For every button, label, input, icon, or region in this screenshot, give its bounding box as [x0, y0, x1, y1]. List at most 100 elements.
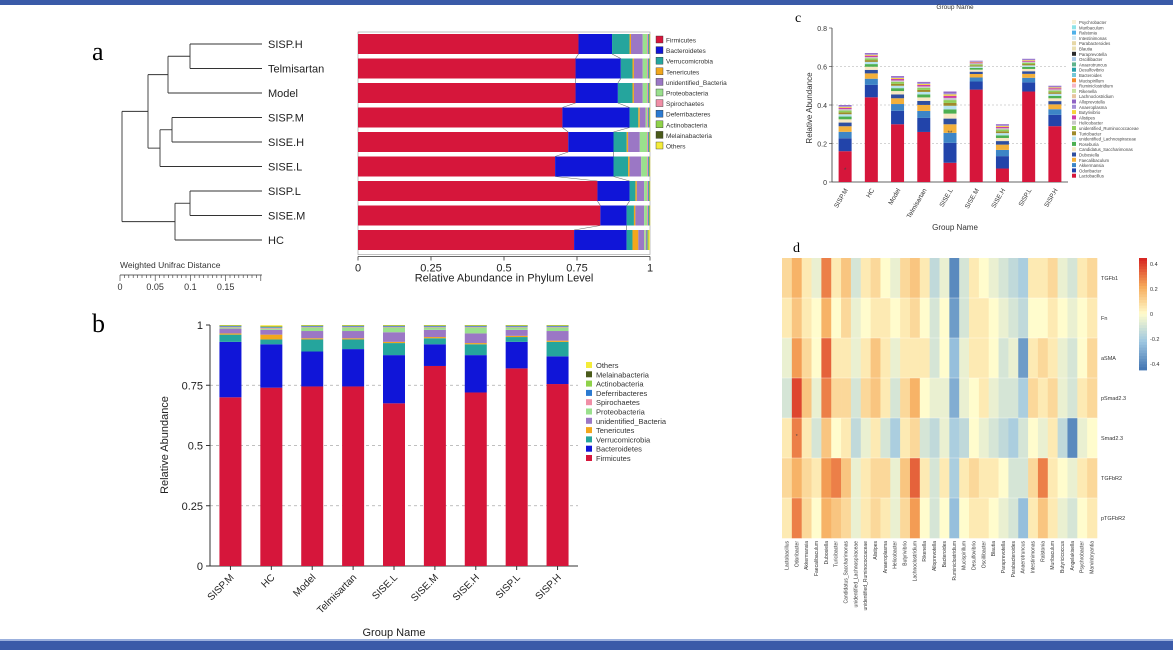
c-bar-segment [838, 131, 852, 139]
a-legend-swatch [655, 99, 664, 107]
c-top-title: Group Name [936, 4, 974, 11]
c-legend-label: Lachnoclostridium [1079, 94, 1114, 99]
c-legend-swatch [1072, 25, 1076, 30]
a-bar-segment [647, 83, 648, 103]
c-bar-segment [891, 78, 905, 80]
c-legend-label: Roseburia [1079, 142, 1099, 147]
d-heatmap-cell [929, 298, 940, 339]
d-heatmap-cell [811, 418, 822, 459]
c-legend-swatch [1072, 110, 1076, 115]
d-heatmap-cell [978, 298, 990, 339]
a-legend-label: Proteobacteria [666, 91, 709, 98]
b-bar-segment [219, 397, 242, 566]
c-bar-segment [943, 95, 957, 98]
a-legend-swatch [655, 88, 664, 97]
d-heatmap-cell [1037, 298, 1049, 339]
b-bar-segment [423, 326, 446, 328]
c-bar-segment [969, 77, 983, 82]
d-heatmap-cell [850, 458, 862, 499]
d-heatmap-cell [1057, 498, 1068, 539]
d-heatmap-cell [1047, 378, 1058, 419]
a-legend-label: Spirochaetes [666, 101, 705, 108]
d-column-label: Intestinimonas [1031, 541, 1037, 574]
b-bar-segment [260, 325, 283, 327]
a-bar-segment [649, 58, 650, 79]
d-heatmap-cell [919, 258, 930, 299]
c-bar-segment [838, 114, 852, 117]
a-bar-segment [647, 230, 648, 250]
d-colorbar-step [1139, 319, 1147, 323]
d-colorbar-step [1139, 277, 1147, 281]
d-heatmap-cell [841, 258, 852, 299]
a-bar-segment [647, 205, 649, 226]
d-heatmap-cell [1018, 298, 1029, 339]
d-colorbar-step [1139, 353, 1147, 357]
b-bar-segment [301, 338, 324, 340]
c-x-tick-label: SISE.M [964, 188, 981, 211]
c-bar-segment [1022, 68, 1036, 72]
d-colorbar-tick-label: -0.2 [1150, 337, 1159, 343]
c-bar-segment [1022, 59, 1036, 61]
d-heatmap-cell [860, 418, 871, 459]
c-bar-segment [864, 64, 878, 67]
c-bar-segment [995, 128, 1009, 130]
a-dendrogram-title: Weighted Unifrac Distance [120, 260, 221, 270]
c-bar-segment [891, 85, 905, 89]
d-annotation: * [796, 434, 798, 440]
d-heatmap-cell [959, 298, 970, 339]
b-bar-segment [505, 327, 528, 330]
c-bar-segment [891, 98, 905, 105]
c-bar-segment [917, 131, 931, 182]
a-bar-segment [647, 156, 648, 177]
d-heatmap-cell [880, 458, 891, 499]
c-legend-label: Ralstonia [1079, 31, 1098, 36]
a-legend-label: unidentified_Bacteria [666, 80, 727, 87]
b-bar-segment [260, 387, 283, 566]
d-heatmap-cell [939, 258, 950, 299]
b-y-tick-label: 0.25 [182, 501, 203, 513]
a-bar-segment [641, 156, 648, 177]
b-bar-segment [219, 325, 242, 327]
d-column-label: Ralstonia [1040, 541, 1046, 562]
d-heatmap-cell [1087, 258, 1098, 299]
a-bar-segment [358, 107, 563, 128]
a-bar-segment [632, 58, 634, 79]
d-colorbar-step [1139, 336, 1147, 340]
d-heatmap-cell [1047, 498, 1058, 539]
d-heatmap-cell [1008, 498, 1019, 539]
a-bar-segment [646, 230, 648, 250]
c-legend-label: Alloprevotella [1079, 100, 1105, 105]
d-column-label: Marvinbryantia [1090, 541, 1096, 574]
d-colorbar-step [1139, 328, 1147, 332]
a-legend-swatch [655, 67, 664, 76]
d-heatmap-cell [860, 378, 871, 419]
c-legend-label: Faecalibaculum [1079, 158, 1110, 163]
c-bar-segment [995, 126, 1009, 129]
a-bar-segment [639, 107, 646, 128]
c-bar-segment [1048, 90, 1062, 93]
c-legend-swatch [1072, 67, 1076, 72]
c-bar-segment [943, 91, 957, 93]
d-heatmap-cell [1077, 338, 1088, 379]
c-bar-segment [864, 61, 878, 65]
d-heatmap-cell [880, 338, 891, 379]
c-bar-segment [891, 94, 905, 99]
d-heatmap-cell [949, 498, 960, 539]
a-group-label: Telmisartan [268, 64, 324, 76]
c-bar-segment [1022, 73, 1036, 78]
a-bar-segment [648, 132, 650, 152]
a-bar-segment [358, 156, 556, 177]
a-bar-segment [649, 107, 650, 128]
b-legend-label: Bacteroidetes [596, 445, 642, 454]
a-connector-line [617, 102, 630, 108]
a-legend-swatch [655, 57, 664, 65]
frame-top-border [0, 0, 1173, 5]
b-legend-label: Proteobacteria [596, 408, 646, 417]
d-heatmap-cell [870, 418, 881, 459]
d-heatmap-cell [949, 258, 960, 299]
c-legend-swatch [1072, 104, 1076, 109]
c-x-axis-label: Group Name [932, 223, 978, 232]
d-column-label: Mucispirillum [962, 541, 968, 570]
d-heatmap-cell [1057, 458, 1068, 499]
